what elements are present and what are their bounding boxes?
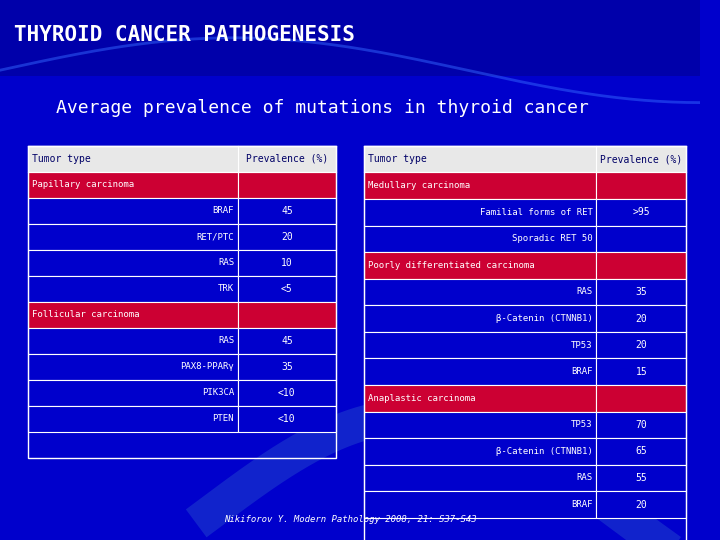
Text: 45: 45	[281, 206, 293, 216]
Text: 35: 35	[636, 287, 647, 297]
FancyBboxPatch shape	[596, 359, 686, 385]
FancyBboxPatch shape	[28, 250, 238, 276]
Text: BRAF: BRAF	[212, 206, 234, 215]
Text: THYROID CANCER PATHOGENESIS: THYROID CANCER PATHOGENESIS	[14, 25, 355, 45]
FancyBboxPatch shape	[364, 438, 596, 465]
Text: Poorly differentiated carcinoma: Poorly differentiated carcinoma	[368, 261, 534, 270]
Text: Tumor type: Tumor type	[32, 154, 90, 164]
Text: Tumor type: Tumor type	[368, 154, 426, 164]
Text: RAS: RAS	[577, 287, 593, 296]
Text: 70: 70	[636, 420, 647, 430]
FancyBboxPatch shape	[238, 276, 336, 302]
FancyBboxPatch shape	[28, 328, 238, 354]
FancyBboxPatch shape	[238, 302, 336, 328]
FancyBboxPatch shape	[364, 172, 596, 199]
FancyBboxPatch shape	[364, 252, 596, 279]
FancyBboxPatch shape	[596, 199, 686, 226]
Text: 10: 10	[281, 258, 293, 268]
FancyBboxPatch shape	[238, 172, 336, 198]
Text: 20: 20	[281, 232, 293, 242]
FancyBboxPatch shape	[28, 354, 238, 380]
FancyBboxPatch shape	[238, 354, 336, 380]
Text: RAS: RAS	[218, 336, 234, 346]
Text: Follicular carcinoma: Follicular carcinoma	[32, 310, 139, 320]
Text: >95: >95	[633, 207, 650, 217]
Text: PIK3CA: PIK3CA	[202, 388, 234, 397]
FancyBboxPatch shape	[364, 465, 596, 491]
Text: PTEN: PTEN	[212, 415, 234, 423]
Text: TRK: TRK	[218, 285, 234, 293]
FancyBboxPatch shape	[364, 146, 686, 172]
FancyBboxPatch shape	[28, 146, 336, 172]
FancyBboxPatch shape	[364, 385, 596, 411]
Text: <10: <10	[278, 388, 296, 398]
FancyBboxPatch shape	[364, 332, 596, 359]
Text: Anaplastic carcinoma: Anaplastic carcinoma	[368, 394, 475, 403]
FancyBboxPatch shape	[596, 172, 686, 199]
FancyBboxPatch shape	[364, 226, 596, 252]
FancyBboxPatch shape	[596, 411, 686, 438]
FancyBboxPatch shape	[596, 305, 686, 332]
Text: Familial forms of RET: Familial forms of RET	[480, 208, 593, 217]
FancyBboxPatch shape	[28, 198, 238, 224]
FancyBboxPatch shape	[364, 411, 596, 438]
FancyBboxPatch shape	[596, 438, 686, 465]
FancyBboxPatch shape	[28, 276, 238, 302]
FancyBboxPatch shape	[364, 305, 596, 332]
Text: 35: 35	[281, 362, 293, 372]
Text: Prevalence (%): Prevalence (%)	[246, 154, 328, 164]
FancyBboxPatch shape	[596, 491, 686, 518]
FancyBboxPatch shape	[238, 406, 336, 432]
FancyBboxPatch shape	[238, 380, 336, 406]
Text: 45: 45	[281, 336, 293, 346]
FancyBboxPatch shape	[238, 328, 336, 354]
FancyBboxPatch shape	[238, 198, 336, 224]
FancyBboxPatch shape	[364, 359, 596, 385]
FancyBboxPatch shape	[28, 224, 238, 250]
Text: Nikiforov Y. Modern Pathology 2008, 21: S37-S43: Nikiforov Y. Modern Pathology 2008, 21: …	[224, 515, 477, 524]
FancyBboxPatch shape	[596, 465, 686, 491]
Text: PAX8-PPARγ: PAX8-PPARγ	[180, 362, 234, 372]
Text: 15: 15	[636, 367, 647, 377]
Text: Papillary carcinoma: Papillary carcinoma	[32, 180, 134, 190]
FancyBboxPatch shape	[238, 250, 336, 276]
Text: β-Catenin (CTNNB1): β-Catenin (CTNNB1)	[496, 447, 593, 456]
Text: Medullary carcinoma: Medullary carcinoma	[368, 181, 470, 190]
Text: 20: 20	[636, 500, 647, 510]
FancyBboxPatch shape	[28, 380, 238, 406]
Text: 65: 65	[636, 447, 647, 456]
FancyBboxPatch shape	[364, 491, 596, 518]
FancyBboxPatch shape	[364, 199, 596, 226]
Text: RAS: RAS	[577, 474, 593, 483]
FancyBboxPatch shape	[28, 302, 238, 328]
Text: Average prevalence of mutations in thyroid cancer: Average prevalence of mutations in thyro…	[56, 99, 589, 117]
Text: 55: 55	[636, 473, 647, 483]
Text: Prevalence (%): Prevalence (%)	[600, 154, 683, 164]
Text: RAS: RAS	[218, 258, 234, 267]
Text: BRAF: BRAF	[571, 500, 593, 509]
FancyBboxPatch shape	[0, 0, 701, 76]
Text: 20: 20	[636, 340, 647, 350]
FancyBboxPatch shape	[364, 279, 596, 305]
FancyBboxPatch shape	[596, 279, 686, 305]
Text: 20: 20	[636, 314, 647, 323]
Text: <10: <10	[278, 414, 296, 424]
FancyBboxPatch shape	[596, 332, 686, 359]
Text: β-Catenin (CTNNB1): β-Catenin (CTNNB1)	[496, 314, 593, 323]
Text: RET/PTC: RET/PTC	[197, 232, 234, 241]
Text: Sporadic RET 50: Sporadic RET 50	[512, 234, 593, 244]
FancyBboxPatch shape	[596, 252, 686, 279]
FancyBboxPatch shape	[596, 226, 686, 252]
Text: <5: <5	[281, 284, 293, 294]
Text: TP53: TP53	[571, 341, 593, 349]
Text: BRAF: BRAF	[571, 367, 593, 376]
FancyBboxPatch shape	[28, 172, 238, 198]
FancyBboxPatch shape	[28, 406, 238, 432]
FancyBboxPatch shape	[238, 224, 336, 250]
FancyBboxPatch shape	[596, 385, 686, 411]
Text: TP53: TP53	[571, 420, 593, 429]
